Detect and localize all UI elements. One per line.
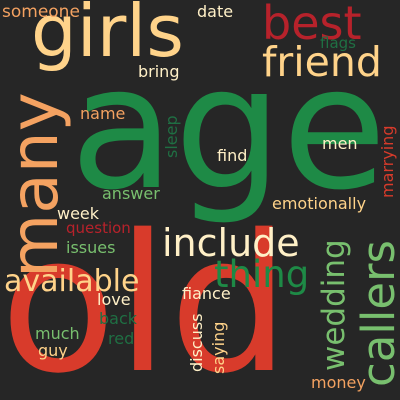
word-include: include bbox=[162, 221, 300, 265]
word-girls: girls bbox=[31, 0, 184, 73]
word-thing: thing bbox=[214, 253, 310, 296]
word-someone: someone bbox=[2, 2, 80, 22]
word-money: money bbox=[311, 373, 366, 392]
word-old: old bbox=[0, 194, 290, 400]
word-find: find bbox=[217, 146, 248, 165]
word-guy: guy bbox=[38, 341, 68, 360]
word-much: much bbox=[35, 324, 80, 343]
word-week: week bbox=[57, 204, 100, 223]
word-friend: friend bbox=[262, 38, 382, 86]
word-date: date bbox=[197, 2, 234, 21]
word-bring: bring bbox=[138, 62, 180, 81]
word-issues: issues bbox=[66, 238, 116, 257]
word-name: name bbox=[80, 104, 126, 123]
word-answer: answer bbox=[102, 184, 160, 203]
word-love: love bbox=[97, 290, 131, 309]
word-wedding: wedding bbox=[316, 239, 352, 371]
word-many: many bbox=[0, 92, 73, 278]
word-sleep: sleep bbox=[162, 115, 181, 158]
word-flags: flags bbox=[320, 34, 356, 52]
word-callers: callers bbox=[352, 240, 400, 387]
word-age: age bbox=[70, 30, 387, 228]
word-discuss: discuss bbox=[187, 313, 206, 372]
word-question: question bbox=[66, 219, 131, 237]
word-fiance: fiance bbox=[182, 284, 231, 303]
word-best: best bbox=[262, 0, 362, 50]
word-back: back bbox=[99, 309, 138, 328]
word-emotionally: emotionally bbox=[272, 194, 367, 213]
word-men: men bbox=[322, 134, 358, 153]
word-saying: saying bbox=[209, 321, 228, 374]
word-red: red bbox=[108, 329, 135, 348]
word-available: available bbox=[4, 264, 140, 299]
word-marrying: marrying bbox=[378, 125, 397, 198]
